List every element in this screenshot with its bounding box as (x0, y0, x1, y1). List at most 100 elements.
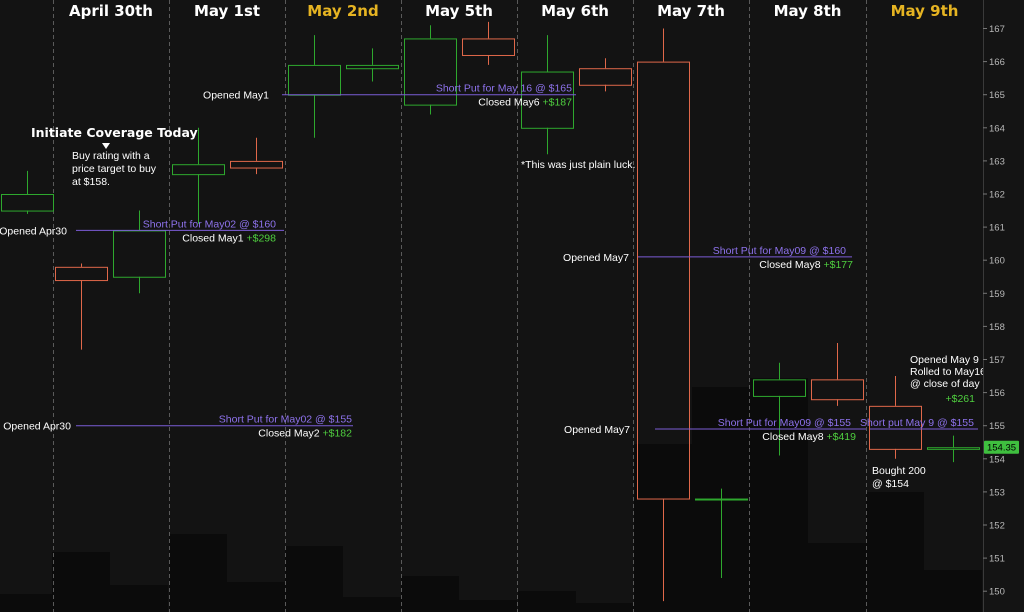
volume-bar-8 (459, 600, 517, 612)
candle-15 (869, 376, 922, 459)
candles (1, 21, 980, 602)
trade-opened-4: Opened May7 (564, 424, 630, 436)
down-arrow-icon (102, 143, 110, 149)
trade-opened-1: Opened Apr30 (3, 421, 71, 433)
day-label-2: May 2nd (307, 2, 378, 20)
candle-9 (521, 35, 574, 155)
y-tick-label-163: 163 (989, 156, 1005, 167)
candle-7 (404, 25, 457, 115)
bought-note-line-2: @ $154 (872, 478, 909, 490)
price-axis: 150 151 152 153 154 155 156 157 158 159 160 161 162 1… (983, 0, 1024, 612)
trade-profit-4: +$419 (827, 431, 857, 443)
y-tick-label-153: 153 (989, 487, 1005, 498)
coverage-title: Initiate Coverage Today (31, 125, 198, 140)
y-tick-label-161: 161 (989, 223, 1005, 234)
volume-bar-4 (227, 582, 285, 612)
candle-body-16 (927, 447, 980, 450)
volume-bar-5 (285, 546, 343, 612)
y-tick-label-164: 164 (989, 123, 1005, 134)
trade-closed-label-2: Closed May6 (478, 97, 542, 109)
roll-profit: +$261 (946, 393, 976, 405)
candle-12 (695, 488, 748, 578)
day-label-1: May 1st (194, 2, 260, 20)
y-tick-label-152: 152 (989, 521, 1005, 532)
candle-body-6 (346, 64, 399, 70)
day-label-7: May 9th (891, 2, 959, 20)
candle-3 (172, 127, 225, 224)
volume-bar-7 (401, 576, 459, 612)
candle-body-4 (230, 160, 283, 169)
trade-closed-3: Closed May8 +$177 (759, 259, 853, 271)
day-label-4: May 6th (541, 2, 609, 20)
last-price-value: 154.35 (987, 443, 1016, 454)
candle-10 (579, 58, 632, 92)
volume-bar-16 (924, 570, 982, 612)
coverage-body-line-2: price target to buy (72, 163, 157, 175)
trade-2: Opened May1 Short Put for May 16 @ $165 Cl… (203, 83, 576, 109)
candle-body-10 (579, 68, 632, 86)
candle-16 (927, 435, 980, 463)
candle-8 (462, 21, 515, 65)
volume-bar-2 (110, 585, 168, 612)
bought-note-line-1: Bought 200 (872, 465, 926, 477)
y-tick-label-162: 162 (989, 190, 1005, 201)
candle-body-12 (695, 498, 748, 501)
roll-note-line-3: @ close of day (910, 378, 980, 390)
day-label-0: April 30th (69, 2, 153, 20)
volume-bar-14 (808, 543, 866, 612)
last-price-badge-box (984, 440, 1019, 454)
trade-profit-2: +$187 (543, 97, 573, 109)
volume-bars (0, 378, 982, 612)
trade-label-0: Short Put for May02 @ $160 (143, 218, 276, 230)
y-tick-label-166: 166 (989, 57, 1005, 68)
trade-label-2: Short Put for May 16 @ $165 (436, 83, 572, 95)
candle-body-13 (753, 379, 806, 397)
day-labels: April 30th May 1st May 2nd May 5th May 6th Ma… (69, 2, 958, 20)
trade-profit-3: +$177 (824, 259, 854, 271)
candle-4 (230, 137, 283, 175)
trade-profit-1: +$182 (323, 428, 353, 440)
trade-lines: Opened Apr30 Short Put for May02 @ $160 Cl… (0, 83, 978, 443)
price-axis-panel (983, 0, 1024, 612)
trade-opened-0: Opened Apr30 (0, 225, 67, 237)
trade-closed-label-3: Closed May8 (759, 259, 823, 271)
day-label-6: May 8th (774, 2, 842, 20)
trade-label-5: Short put May 9 @ $155 (860, 417, 974, 429)
trade-closed-0: Closed May1 +$298 (182, 232, 276, 244)
y-tick-label-150: 150 (989, 587, 1005, 598)
y-tick-label-154: 154 (989, 454, 1005, 465)
trade-closed-1: Closed May2 +$182 (258, 428, 352, 440)
candle-14 (811, 342, 864, 406)
y-tick-label-167: 167 (989, 24, 1005, 35)
trade-5: Short put May 9 @ $155 (860, 417, 978, 430)
trade-closed-2: Closed May6 +$187 (478, 97, 572, 109)
candle-body-5 (288, 64, 341, 96)
last-price-badge: 154.35 (984, 440, 1019, 454)
trade-1: Opened Apr30 Short Put for May02 @ $155 Cl… (3, 414, 353, 440)
luck-note: *This was just plain luck. (521, 159, 635, 171)
volume-bar-6 (343, 597, 401, 612)
candle-body-11 (637, 61, 690, 500)
candle-0 (1, 170, 54, 214)
volume-bar-3 (169, 534, 227, 612)
y-tick-label-156: 156 (989, 388, 1005, 399)
candle-body-7 (404, 38, 457, 106)
y-tick-label-155: 155 (989, 421, 1005, 432)
trade-closed-label-1: Closed May2 (258, 428, 322, 440)
y-tick-label-151: 151 (989, 554, 1005, 565)
day-label-3: May 5th (425, 2, 493, 20)
candle-body-15 (869, 405, 922, 450)
volume-bar-9 (518, 591, 576, 612)
trade-3: Opened May7 Short Put for May09 @ $160 Clo… (563, 245, 853, 271)
candle-body-3 (172, 164, 225, 176)
trade-closed-label-4: Closed May8 (762, 431, 826, 443)
candle-13 (753, 362, 806, 456)
trade-4: Opened May7 Short Put for May09 @ $155 Clo… (564, 417, 866, 443)
candle-5 (288, 35, 341, 138)
y-tick-label-157: 157 (989, 355, 1005, 366)
coverage-body-line-3: at $158. (72, 176, 110, 188)
volume-bar-10 (576, 603, 634, 612)
roll-note-line-1: Opened May 9 (910, 354, 979, 366)
